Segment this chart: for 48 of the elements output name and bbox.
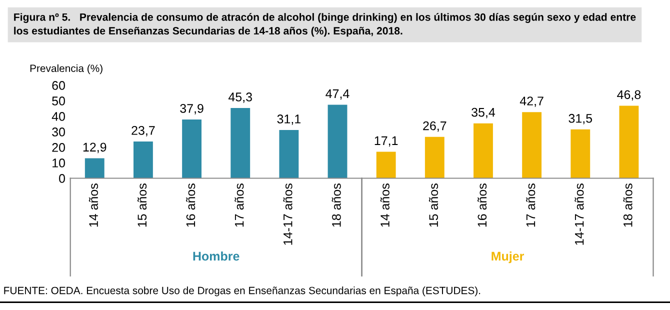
y-tick-label: 20 xyxy=(52,143,65,152)
y-tick-label: 30 xyxy=(52,128,65,136)
x-tick-label: 16 años xyxy=(186,184,196,227)
x-tick-label: 18 años xyxy=(623,184,632,227)
x-tick-label: 17 años xyxy=(526,184,536,227)
x-tick-label: 18 años xyxy=(332,184,341,227)
data-label: 47,4 xyxy=(326,89,350,100)
data-label: 23,7 xyxy=(132,126,155,136)
bar xyxy=(279,130,299,178)
bar xyxy=(474,123,493,178)
x-tick-label: 17 años xyxy=(234,184,244,227)
text: Mujer xyxy=(492,251,524,264)
y-tick-label: 0 xyxy=(59,174,65,183)
data-label: 46,8 xyxy=(617,90,641,101)
bar xyxy=(619,106,639,178)
x-tick-label: 14 años xyxy=(380,184,390,227)
bar xyxy=(328,104,348,178)
x-tick-label: 16 años xyxy=(478,184,487,227)
bar xyxy=(570,129,590,178)
text: Hombre xyxy=(193,251,240,261)
data-label: 45,3 xyxy=(228,92,252,103)
y-tick-label: 40 xyxy=(52,112,65,121)
data-label: 31,5 xyxy=(568,114,592,124)
y-tick-label: 10 xyxy=(52,158,65,168)
y-tick-label: 60 xyxy=(52,81,65,90)
bar xyxy=(376,152,396,178)
data-label: 31,1 xyxy=(277,114,300,125)
x-tick-label: 14-17 años xyxy=(574,184,584,245)
y-axis-title: Prevalencia (%) xyxy=(30,64,102,74)
bar xyxy=(182,120,202,178)
data-label: 42,7 xyxy=(520,96,544,107)
x-tick-label: 14-17 años xyxy=(283,184,292,245)
bar xyxy=(134,142,153,178)
bar xyxy=(230,108,250,178)
bar xyxy=(424,136,444,178)
bar xyxy=(522,112,542,178)
x-tick-label: 14 años xyxy=(88,184,98,227)
y-tick-label: 50 xyxy=(52,96,65,106)
x-tick-label: 15 años xyxy=(428,184,438,227)
x-tick-label: 15 años xyxy=(137,184,147,227)
data-label: 37,9 xyxy=(180,104,204,114)
data-label: 17,1 xyxy=(374,136,398,147)
chart-title: Figura nº 5. Prevalencia de consumo de atracón de alcohol (binge drinking) en los últimos 30 días según sexo y edad entre los estudiantes de Enseñanzas Secundarias de 14-18 años (%). España, 2018. xyxy=(14,12,636,37)
data-label: 12,9 xyxy=(83,142,106,154)
data-label: 35,4 xyxy=(472,108,496,118)
bar xyxy=(84,158,104,178)
data-label: 26,7 xyxy=(423,121,446,132)
source-note: FUENTE: OEDA. Encuesta sobre Uso de Drogas en Enseñanzas Secundarias en España (ESTUDES). xyxy=(4,286,480,296)
